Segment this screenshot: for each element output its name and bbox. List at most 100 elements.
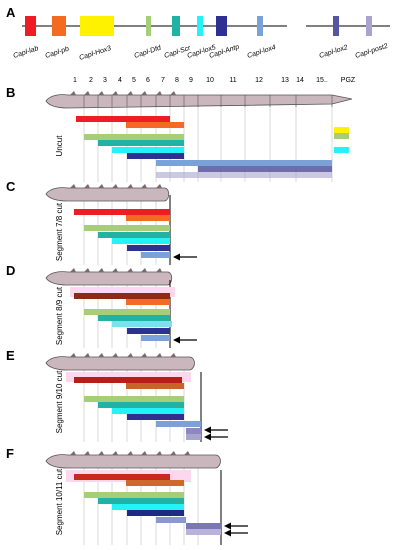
expression-bar-lab bbox=[74, 377, 182, 383]
worm-cut-7-8 bbox=[45, 184, 170, 202]
expression-bar-dfd bbox=[84, 134, 184, 140]
expression-bar-lox4 bbox=[141, 335, 170, 341]
expression-bar-antp bbox=[127, 510, 184, 516]
segment-number: 7 bbox=[161, 77, 165, 84]
expression-bar-pb bbox=[126, 383, 184, 389]
expression-bar-scr bbox=[98, 232, 170, 238]
panel-b: B Uncut bbox=[6, 85, 353, 182]
gene-label-post2: Capl-post2 bbox=[354, 43, 388, 60]
panel-letter-d: D bbox=[6, 263, 15, 278]
arrow-icon bbox=[224, 522, 248, 530]
expression-bar-antp bbox=[127, 328, 170, 334]
expression-bar-pb bbox=[126, 215, 170, 221]
expression-bar-pb bbox=[126, 299, 170, 305]
expression-bar-scr bbox=[98, 402, 184, 408]
segment-number: 1 bbox=[73, 77, 77, 84]
panel-letter-f: F bbox=[6, 446, 14, 461]
segment-number: 5 bbox=[132, 77, 136, 84]
gene-box-pb bbox=[52, 16, 66, 36]
expression-bar-lab bbox=[74, 293, 170, 299]
expression-bar-lox5 bbox=[112, 238, 170, 244]
segment-number: 4 bbox=[118, 77, 122, 84]
expression-bar-lox5 bbox=[112, 504, 184, 510]
row-label-uncut: Uncut bbox=[55, 135, 64, 157]
arrow-icon bbox=[204, 433, 228, 441]
segment-number: 8 bbox=[175, 77, 179, 84]
expression-bar-lox4 bbox=[156, 160, 332, 166]
pgz-bar-lox5 bbox=[334, 147, 349, 153]
worm-cut-9-10 bbox=[45, 353, 195, 371]
arrow-icon bbox=[224, 529, 248, 537]
worm-cut-10-11 bbox=[45, 451, 221, 469]
segment-number: 9 bbox=[189, 77, 193, 84]
gene-label-hox3: Capl-Hox3 bbox=[78, 45, 112, 62]
expression-bar-lox2 bbox=[198, 166, 332, 172]
arrow-icon bbox=[173, 253, 197, 261]
panel-e: E Segment 9/10 cut bbox=[6, 348, 228, 442]
row-label-cut-10-11: Segment 10/11 cut bbox=[55, 468, 64, 535]
expression-bar-lox5 bbox=[112, 147, 184, 153]
expression-bar-dfd bbox=[84, 309, 170, 315]
panel-letter-e: E bbox=[6, 348, 15, 363]
gene-box-scr bbox=[172, 16, 180, 36]
expression-bar-scr bbox=[98, 498, 184, 504]
segment-number: 14 bbox=[296, 77, 304, 84]
segment-number: 10 bbox=[206, 77, 214, 84]
expression-bar-antp bbox=[127, 153, 184, 159]
expression-bar-scr bbox=[98, 140, 184, 146]
expression-bar-lox2 bbox=[186, 428, 201, 434]
expression-bar-lab bbox=[76, 116, 170, 122]
expression-bar-pb bbox=[126, 480, 184, 486]
expression-bar-antp bbox=[127, 245, 170, 251]
expression-bar-lox2 bbox=[186, 523, 221, 529]
gene-box-lox5 bbox=[197, 16, 203, 36]
gene-box-lox4 bbox=[257, 16, 263, 36]
gene-label-lab: Capl-lab bbox=[12, 45, 39, 60]
gene-box-post2 bbox=[366, 16, 372, 36]
expression-bar-lox5 bbox=[112, 321, 172, 327]
gene-label-dfd: Capl-Dfd bbox=[133, 44, 162, 60]
worm-cut-8-9 bbox=[45, 268, 173, 286]
expression-bar-post2 bbox=[156, 172, 332, 178]
regen-halo bbox=[70, 287, 175, 297]
segment-number: 6 bbox=[146, 77, 150, 84]
gene-box-antp bbox=[216, 16, 227, 36]
panel-f: F Segment 10/11 cut bbox=[6, 446, 248, 545]
row-label-cut-9-10: Segment 9/10 cut bbox=[55, 370, 64, 433]
expression-bar-lox4 bbox=[141, 252, 170, 258]
segment-number: 11 bbox=[229, 77, 236, 84]
segment-number: 3 bbox=[103, 77, 107, 84]
arrow-icon bbox=[204, 426, 228, 434]
gene-label-lox2: Capl-lox2 bbox=[318, 44, 348, 60]
expression-bar-antp bbox=[127, 414, 184, 420]
expression-bar-post2 bbox=[186, 529, 221, 535]
gene-box-dfd bbox=[146, 16, 151, 36]
pgz-bar-hox3 bbox=[334, 127, 349, 133]
expression-bar-pb bbox=[126, 122, 184, 128]
expression-bar-scr bbox=[98, 315, 170, 321]
gene-label-pb: Capl-pb bbox=[44, 46, 70, 60]
panel-letter-a: A bbox=[6, 5, 16, 20]
segment-number-row: 1 2 3 4 5 6 7 8 9 10 11 12 13 14 15.. PG… bbox=[73, 77, 356, 84]
expression-bar-dfd bbox=[84, 492, 184, 498]
segment-number: 2 bbox=[89, 77, 93, 84]
panel-d: D Segment 8/9 cut bbox=[6, 263, 197, 348]
panel-letter-b: B bbox=[6, 85, 15, 100]
expression-bar-lox4 bbox=[156, 421, 201, 427]
row-label-cut-7-8: Segment 7/8 cut bbox=[55, 202, 64, 261]
panel-a: A Capl-lab Capl-pb Capl-Hox3 Capl-Dfd Ca… bbox=[6, 5, 390, 62]
gene-box-lab bbox=[25, 16, 36, 36]
arrow-icon bbox=[173, 336, 197, 344]
expression-bar-lab bbox=[74, 209, 170, 215]
worm-uncut bbox=[45, 91, 353, 109]
expression-bar-lox4 bbox=[156, 517, 186, 523]
expression-bar-lab bbox=[74, 474, 170, 480]
row-label-cut-8-9: Segment 8/9 cut bbox=[55, 286, 64, 345]
segment-number: PGZ bbox=[341, 77, 356, 84]
segment-number: 12 bbox=[255, 77, 263, 84]
segment-number: 15.. bbox=[316, 77, 328, 84]
expression-bar-dfd bbox=[84, 396, 184, 402]
segment-number: 13 bbox=[281, 77, 289, 84]
gene-label-lox4: Capl-lox4 bbox=[246, 44, 276, 60]
